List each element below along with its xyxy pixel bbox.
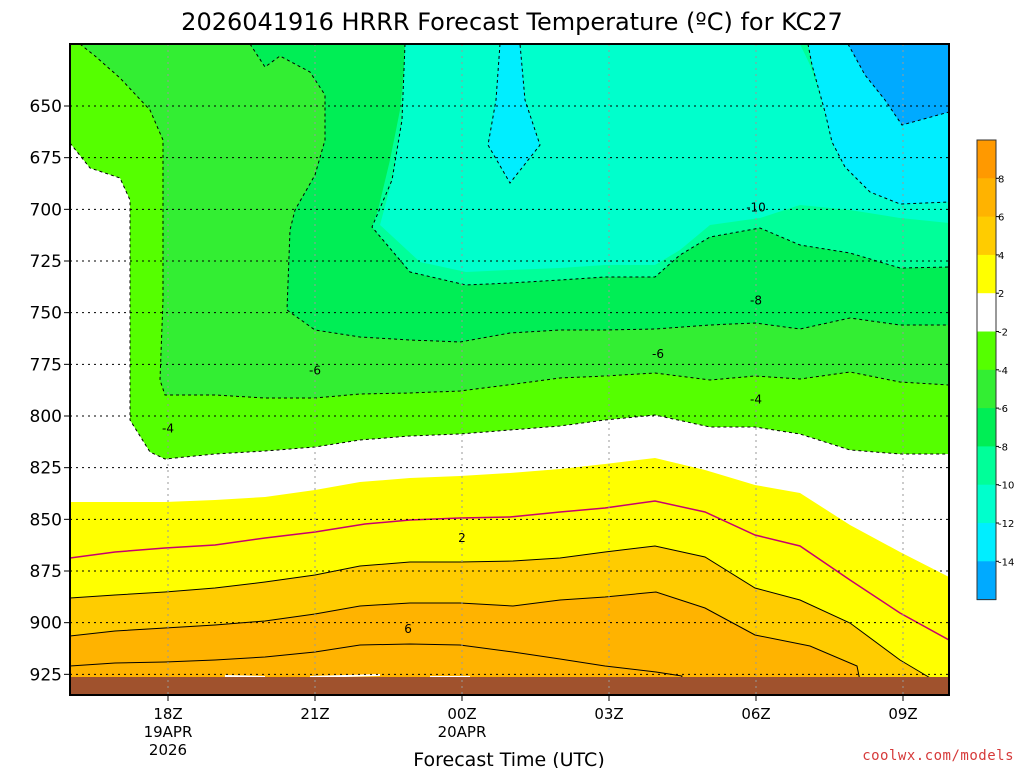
y-tick-label-750: 750 xyxy=(30,304,62,324)
region-below-minus14 xyxy=(848,44,949,125)
colorbar-swatch-1 xyxy=(977,178,996,218)
grid xyxy=(70,44,949,695)
contour-label-4: -4 xyxy=(750,392,762,406)
colorbar-label-2: 4 xyxy=(998,251,1004,262)
y-tick-label-875: 875 xyxy=(30,562,62,582)
x-axis-title: Forecast Time (UTC) xyxy=(413,749,604,768)
contour-minus6 xyxy=(79,44,949,399)
contour-lines xyxy=(70,44,949,683)
contour-0 xyxy=(70,500,949,641)
y-tick-label-775: 775 xyxy=(30,355,62,375)
colorbar-label-8: -10 xyxy=(998,481,1014,492)
colorbar-swatch-2 xyxy=(977,216,996,256)
colorbar-label-3: 2 xyxy=(998,289,1004,300)
colorbar-label-0: 8 xyxy=(998,174,1004,185)
contour-label-0: -10 xyxy=(746,200,766,214)
colorbar-swatch-11 xyxy=(977,561,996,601)
colorbar-label-9: -12 xyxy=(998,519,1014,530)
contour-minus10 xyxy=(371,44,949,286)
colorbar-swatch-6 xyxy=(977,369,996,409)
colorbar-label-10: -14 xyxy=(998,557,1014,568)
contour-label-7: 6 xyxy=(404,622,412,636)
y-tick-label-925: 925 xyxy=(30,665,62,685)
contour-2 xyxy=(70,545,938,683)
colorbar-label-5: -4 xyxy=(998,366,1008,377)
chart-title: 2026041916 HRRR Forecast Temperature (ºC… xyxy=(181,8,843,36)
y-axis: 650 675 700 725 750 775 800 825 850 875 900 925 xyxy=(30,97,70,685)
x-tick-label-09Z: 09Z xyxy=(888,705,917,723)
contour-6 xyxy=(70,643,683,683)
contour-label-6: 2 xyxy=(458,531,466,545)
colorbar-swatch-9 xyxy=(977,484,996,524)
y-tick-label-900: 900 xyxy=(30,614,62,634)
contour-4 xyxy=(70,591,861,682)
contour-labels: -10 -8 -6 -6 -4 -4 2 6 xyxy=(162,200,766,636)
colorbar-label-6: -6 xyxy=(998,404,1008,415)
colorbar: 8 6 4 2 -2 -4 -6 -8 -10 -12 -14 xyxy=(976,139,1014,601)
y-tick-label-850: 850 xyxy=(30,510,62,530)
contour-label-2: -6 xyxy=(652,347,664,361)
x-tick-label-18Z: 18Z xyxy=(153,705,182,723)
x-tick-label-06Z: 06Z xyxy=(741,705,770,723)
y-tick-label-825: 825 xyxy=(30,459,62,479)
colorbar-label-1: 6 xyxy=(998,213,1004,224)
colorbar-label-4: -2 xyxy=(998,328,1008,339)
contour-label-5: -4 xyxy=(162,421,174,435)
colorbar-swatch-5 xyxy=(977,331,996,371)
x-tick-label-03Z: 03Z xyxy=(594,705,623,723)
plot-area: -10 -8 -6 -6 -4 -4 2 6 xyxy=(69,43,950,696)
colorbar-swatch-4 xyxy=(977,293,996,332)
x-tick-date-00Z: 20APR xyxy=(438,723,487,741)
colorbar-swatch-7 xyxy=(977,408,996,447)
ground-surface xyxy=(70,677,949,695)
y-tick-label-700: 700 xyxy=(30,200,62,220)
colorbar-label-7: -8 xyxy=(998,442,1008,453)
x-tick-label-21Z: 21Z xyxy=(300,705,329,723)
colorbar-swatch-10 xyxy=(977,523,996,562)
credit-text: coolwx.com/models xyxy=(862,748,1014,764)
contour-minus12-a xyxy=(487,44,541,184)
colorbar-swatch-0 xyxy=(977,140,996,179)
colorbar-swatch-8 xyxy=(977,446,996,486)
x-tick-label-00Z: 00Z xyxy=(447,705,476,723)
contour-minus4 xyxy=(70,142,949,460)
contour-minus14 xyxy=(847,44,949,126)
colorbar-swatch-3 xyxy=(977,254,996,294)
x-tick-date-18Z: 19APR xyxy=(144,723,193,741)
y-tick-label-725: 725 xyxy=(30,252,62,272)
y-tick-label-800: 800 xyxy=(30,407,62,427)
x-tick-year-18Z: 2026 xyxy=(149,741,187,759)
y-tick-label-675: 675 xyxy=(30,149,62,169)
plot-frame xyxy=(69,43,950,696)
y-tick-label-650: 650 xyxy=(30,97,62,117)
contour-label-3: -6 xyxy=(309,364,321,378)
contour-label-1: -8 xyxy=(750,293,762,307)
region-minus14-to-minus12 xyxy=(488,44,540,183)
contour-minus12-b xyxy=(807,44,949,205)
contour-minus8 xyxy=(249,44,949,343)
